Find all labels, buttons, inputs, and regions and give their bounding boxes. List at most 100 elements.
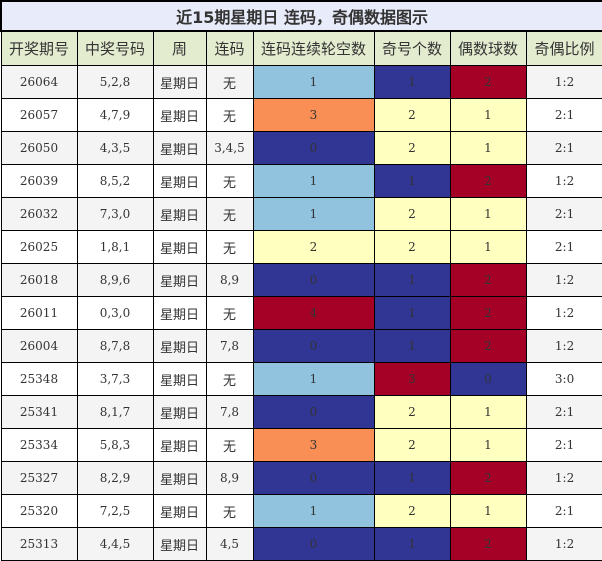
week-cell: 星期日	[152, 461, 207, 495]
ratio-cell: 3:0	[525, 362, 602, 396]
consecutive-gap-cell: 3	[252, 98, 375, 132]
even-count-cell: 2	[449, 65, 527, 99]
odd-count-cell: 2	[373, 98, 451, 132]
issue-cell: 26064	[0, 65, 78, 99]
table-row: 25348 3,7,3 星期日无 1 3 0 3:0	[0, 362, 602, 396]
numbers-cell: 8,9,6	[76, 263, 154, 297]
consecutive-cell: 无	[205, 362, 254, 396]
odd-count-cell: 2	[373, 197, 451, 231]
table-row: 26039 8,5,2 星期日无 1 1 2 1:2	[0, 164, 602, 198]
week-cell: 星期日	[152, 395, 207, 429]
title-row: 近15期星期日 连码，奇偶数据图示	[0, 0, 602, 32]
ratio-cell: 2:1	[525, 395, 602, 429]
numbers-cell: 4,4,5	[76, 527, 154, 561]
issue-cell: 26018	[0, 263, 78, 297]
table-row: 26004 8,7,8 星期日 7,8 0 1 2 1:2	[0, 329, 602, 363]
numbers-cell: 8,5,2	[76, 164, 154, 198]
consecutive-cell: 无	[205, 494, 254, 528]
even-count-cell: 2	[449, 164, 527, 198]
header-odd-even-ratio: 奇偶比例	[525, 30, 602, 66]
numbers-cell: 1,8,1	[76, 230, 154, 264]
ratio-cell: 1:2	[525, 65, 602, 99]
week-cell: 星期日	[152, 164, 207, 198]
table-row: 26025 1,8,1 星期日无 2 2 1 2:1	[0, 230, 602, 264]
ratio-cell: 1:2	[525, 527, 602, 561]
week-cell: 星期日	[152, 494, 207, 528]
table-row: 25334 5,8,3 星期日无 3 2 1 2:1	[0, 428, 602, 462]
consecutive-cell: 3,4,5	[205, 131, 254, 165]
even-count-cell: 2	[449, 329, 527, 363]
numbers-cell: 4,3,5	[76, 131, 154, 165]
numbers-cell: 5,8,3	[76, 428, 154, 462]
week-cell: 星期日	[152, 230, 207, 264]
numbers-cell: 0,3,0	[76, 296, 154, 330]
even-count-cell: 1	[449, 395, 527, 429]
consecutive-cell: 4,5	[205, 527, 254, 561]
ratio-cell: 2:1	[525, 197, 602, 231]
consecutive-gap-cell: 1	[252, 362, 375, 396]
consecutive-gap-cell: 0	[252, 527, 375, 561]
issue-cell: 26025	[0, 230, 78, 264]
week-cell: 星期日	[152, 197, 207, 231]
consecutive-cell: 无	[205, 164, 254, 198]
consecutive-cell: 8,9	[205, 461, 254, 495]
header-week: 周	[152, 30, 207, 66]
consecutive-gap-cell: 4	[252, 296, 375, 330]
ratio-cell: 1:2	[525, 296, 602, 330]
week-cell: 星期日	[152, 98, 207, 132]
odd-count-cell: 1	[373, 65, 451, 99]
consecutive-gap-cell: 1	[252, 164, 375, 198]
week-cell: 星期日	[152, 131, 207, 165]
numbers-cell: 8,2,9	[76, 461, 154, 495]
numbers-cell: 8,7,8	[76, 329, 154, 363]
header-numbers: 中奖号码	[76, 30, 154, 66]
header-consecutive: 连码	[205, 30, 254, 66]
week-cell: 星期日	[152, 329, 207, 363]
consecutive-cell: 7,8	[205, 395, 254, 429]
even-count-cell: 1	[449, 197, 527, 231]
header-even-count: 偶数球数	[449, 30, 527, 66]
issue-cell: 25334	[0, 428, 78, 462]
odd-count-cell: 3	[373, 362, 451, 396]
issue-cell: 26039	[0, 164, 78, 198]
even-count-cell: 1	[449, 131, 527, 165]
consecutive-cell: 7,8	[205, 329, 254, 363]
even-count-cell: 2	[449, 461, 527, 495]
numbers-cell: 4,7,9	[76, 98, 154, 132]
table-row: 25313 4,4,5 星期日 4,5 0 1 2 1:2	[0, 527, 602, 561]
table-row: 26064 5,2,8 星期日无 1 1 2 1:2	[0, 65, 602, 99]
table-row: 25320 7,2,5 星期日无 1 2 1 2:1	[0, 494, 602, 528]
consecutive-gap-cell: 1	[252, 65, 375, 99]
consecutive-gap-cell: 0	[252, 461, 375, 495]
even-count-cell: 1	[449, 230, 527, 264]
issue-cell: 26032	[0, 197, 78, 231]
table-title: 近15期星期日 连码，奇偶数据图示	[0, 0, 602, 32]
consecutive-cell: 无	[205, 230, 254, 264]
issue-cell: 25348	[0, 362, 78, 396]
odd-count-cell: 1	[373, 461, 451, 495]
consecutive-gap-cell: 1	[252, 197, 375, 231]
ratio-cell: 1:2	[525, 329, 602, 363]
consecutive-gap-cell: 0	[252, 395, 375, 429]
issue-cell: 26004	[0, 329, 78, 363]
ratio-cell: 2:1	[525, 131, 602, 165]
odd-count-cell: 2	[373, 131, 451, 165]
consecutive-gap-cell: 3	[252, 428, 375, 462]
even-count-cell: 2	[449, 527, 527, 561]
numbers-cell: 7,3,0	[76, 197, 154, 231]
ratio-cell: 1:2	[525, 164, 602, 198]
consecutive-gap-cell: 2	[252, 230, 375, 264]
odd-count-cell: 1	[373, 329, 451, 363]
header-row: 开奖期号 中奖号码 周 连码 连码连续轮空数 奇号个数 偶数球数 奇偶比例	[0, 30, 602, 66]
consecutive-cell: 8,9	[205, 263, 254, 297]
even-count-cell: 1	[449, 428, 527, 462]
ratio-cell: 1:2	[525, 461, 602, 495]
consecutive-cell: 无	[205, 428, 254, 462]
ratio-cell: 2:1	[525, 428, 602, 462]
ratio-cell: 2:1	[525, 98, 602, 132]
week-cell: 星期日	[152, 527, 207, 561]
odd-count-cell: 1	[373, 527, 451, 561]
issue-cell: 25313	[0, 527, 78, 561]
